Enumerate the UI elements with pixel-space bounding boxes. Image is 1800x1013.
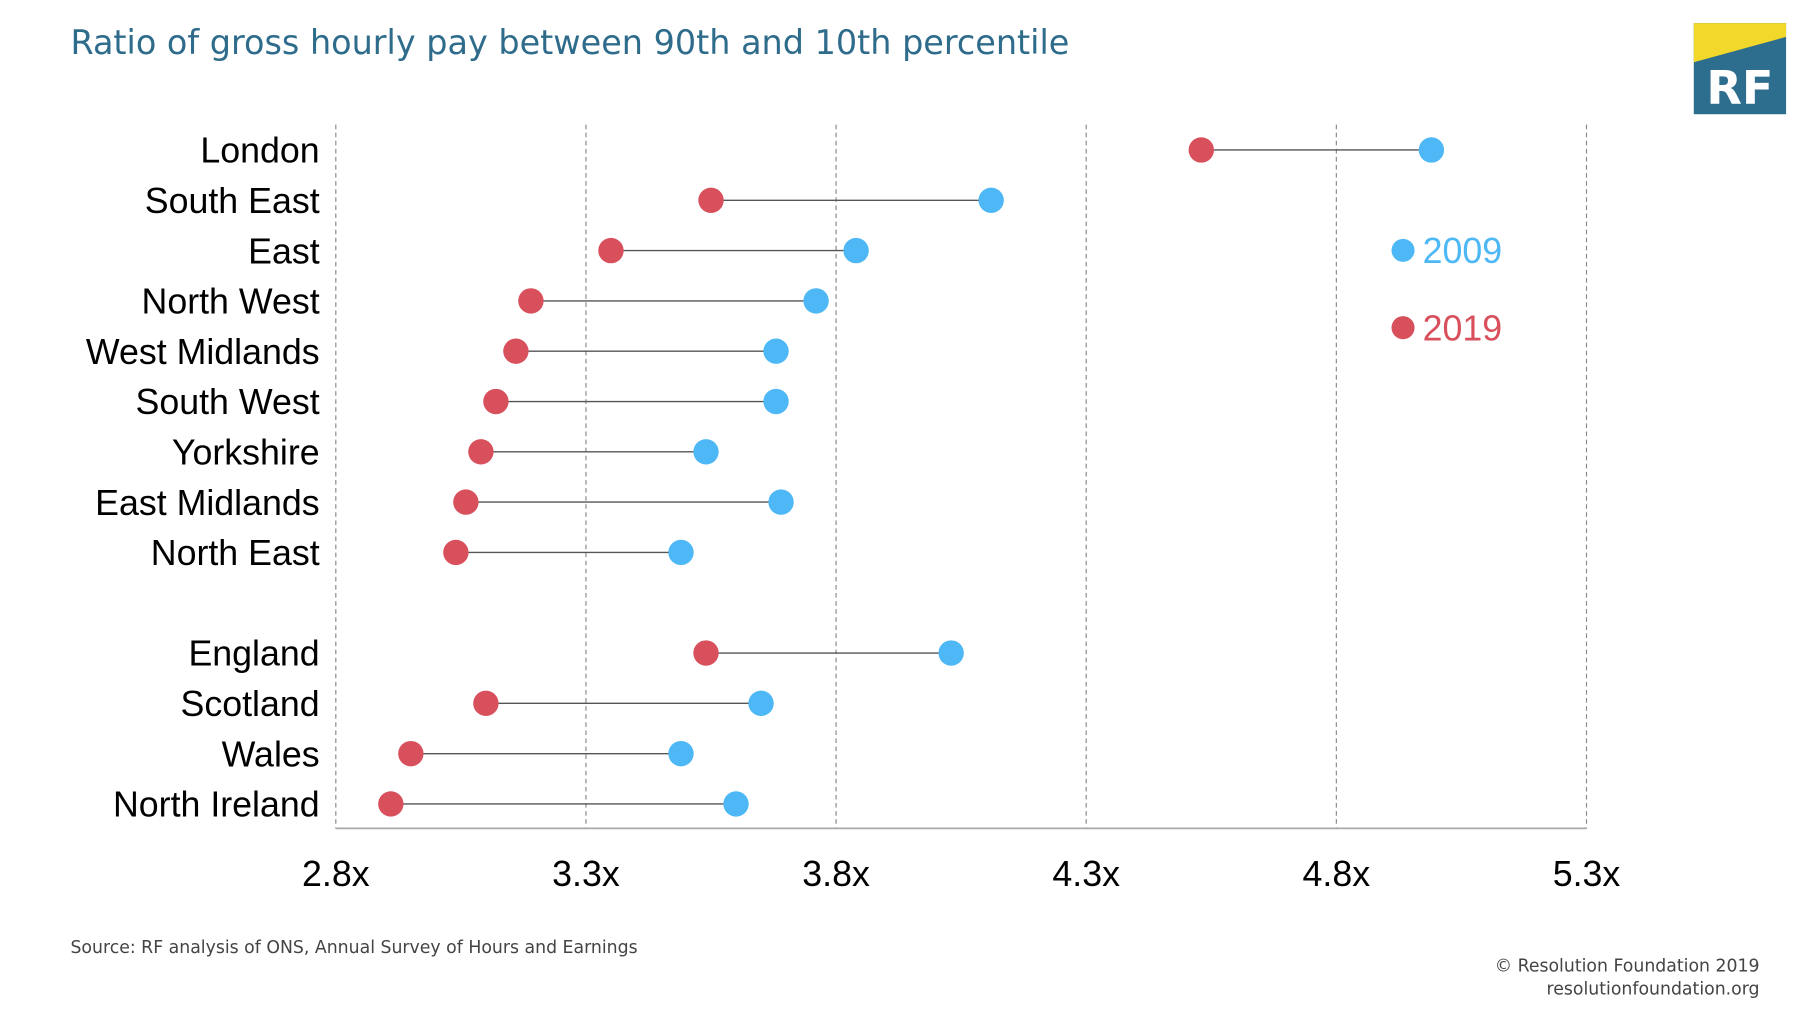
dot (483, 388, 509, 415)
category-label: East Midlands (95, 483, 320, 523)
logo: RF (1693, 23, 1787, 115)
dot (453, 489, 479, 515)
dot (803, 288, 829, 314)
dot (978, 187, 1004, 213)
dot (693, 439, 719, 465)
dot (693, 640, 719, 666)
dot (763, 388, 789, 415)
category-label: South West (136, 382, 320, 422)
logo-text: RF (1706, 61, 1773, 115)
category-label: North East (151, 533, 320, 573)
dot (518, 288, 544, 314)
dot (668, 539, 694, 566)
legend-label: 2009 (1423, 231, 1503, 271)
legend-marker (1391, 316, 1415, 340)
category-label: East (248, 231, 320, 271)
dot (748, 690, 774, 717)
x-tick-label: 4.8x (1303, 854, 1371, 894)
legend-marker (1391, 238, 1415, 262)
category-label: England (188, 634, 319, 674)
legend-label: 2019 (1423, 308, 1503, 348)
category-label: Yorkshire (172, 433, 320, 473)
x-tick-label: 2.8x (302, 854, 370, 894)
dot (698, 187, 724, 213)
dot (768, 489, 794, 515)
dot (938, 640, 964, 666)
logo-accent (1693, 23, 1787, 63)
x-tick-label: 3.8x (802, 854, 870, 894)
dot (843, 237, 869, 264)
category-label: North West (142, 282, 320, 322)
category-label: South East (145, 181, 320, 221)
x-tick-label: 4.3x (1052, 854, 1120, 894)
x-tick-label: 5.3x (1553, 854, 1621, 894)
dot (473, 690, 499, 717)
copyright: © Resolution Foundation 2019 (1495, 956, 1760, 976)
dot (1188, 137, 1214, 163)
dot (668, 740, 694, 767)
category-label: West Midlands (86, 332, 320, 372)
category-label: Wales (222, 734, 320, 774)
dot (598, 237, 624, 264)
dot (468, 439, 494, 465)
x-tick-label: 3.3x (552, 854, 620, 894)
dot (1418, 137, 1445, 163)
dot (723, 791, 749, 817)
source: Source: RF analysis of ONS, Annual Surve… (70, 938, 637, 958)
category-label: North Ireland (113, 785, 320, 825)
dot (398, 740, 424, 767)
dot (443, 539, 469, 566)
dot (503, 338, 529, 364)
website: resolutionfoundation.org (1547, 980, 1760, 1000)
category-label: London (200, 131, 319, 171)
dot (763, 338, 789, 364)
category-label: Scotland (181, 684, 320, 724)
dot (378, 791, 404, 817)
chart-title: Ratio of gross hourly pay between 90th a… (70, 23, 1069, 62)
